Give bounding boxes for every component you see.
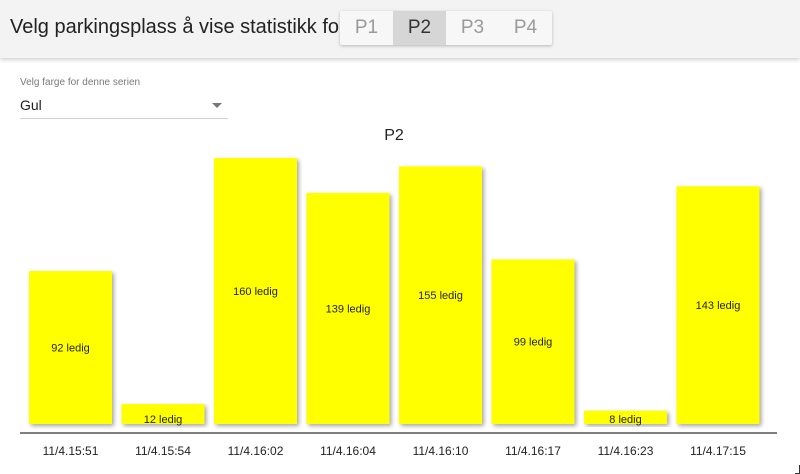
x-tick-label: 11/4.16:23	[598, 444, 654, 458]
bar-3[interactable]	[306, 192, 390, 424]
color-select-value: Gul	[20, 97, 42, 113]
color-select-label: Velg farge for denne serien	[20, 77, 141, 88]
x-tick-label: 11/4.16:02	[228, 444, 284, 458]
bar-6[interactable]	[584, 410, 667, 424]
x-tick-label: 11/4.15:51	[43, 444, 99, 458]
bar-data-label: 99 ledig	[514, 337, 553, 349]
bar-data-label: 12 ledig	[144, 414, 183, 426]
x-tick-label: 11/4.17:15	[690, 444, 746, 458]
parking-selector: P1 P2 P3 P4	[340, 11, 552, 45]
bar-data-label: 8 ledig	[609, 414, 641, 426]
bar-7[interactable]	[676, 186, 760, 424]
bar-data-label: 160 ledig	[233, 286, 278, 298]
tab-p3[interactable]: P3	[460, 17, 485, 38]
bar-1[interactable]	[121, 404, 205, 424]
x-tick-label: 11/4.15:54	[135, 444, 191, 458]
bar-4[interactable]	[399, 166, 482, 424]
bar-data-label: 143 ledig	[696, 300, 741, 312]
chart-title: P2	[384, 127, 404, 144]
bar-0[interactable]	[29, 271, 112, 424]
x-tick-label: 11/4.16:10	[413, 444, 469, 458]
bar-data-label: 92 ledig	[51, 343, 90, 355]
resize-corner-icon	[795, 465, 800, 474]
x-tick-label: 11/4.16:17	[505, 444, 561, 458]
bar-5[interactable]	[491, 259, 575, 424]
bar-data-label: 155 ledig	[418, 290, 463, 302]
dropdown-arrow-icon	[212, 103, 222, 108]
bar-2[interactable]	[214, 158, 297, 424]
bar-data-label: 139 ledig	[326, 303, 371, 315]
top-bar: Velg parkingsplass å vise statistikk for…	[0, 0, 800, 58]
parking-prompt: Velg parkingsplass å vise statistikk for…	[10, 16, 352, 38]
tab-p4[interactable]: P4	[513, 17, 538, 38]
tab-p1[interactable]: P1	[354, 17, 379, 38]
color-select[interactable]: Gul	[20, 94, 228, 119]
tab-p2[interactable]: P2	[393, 11, 446, 45]
x-tick-label: 11/4.16:04	[320, 444, 376, 458]
